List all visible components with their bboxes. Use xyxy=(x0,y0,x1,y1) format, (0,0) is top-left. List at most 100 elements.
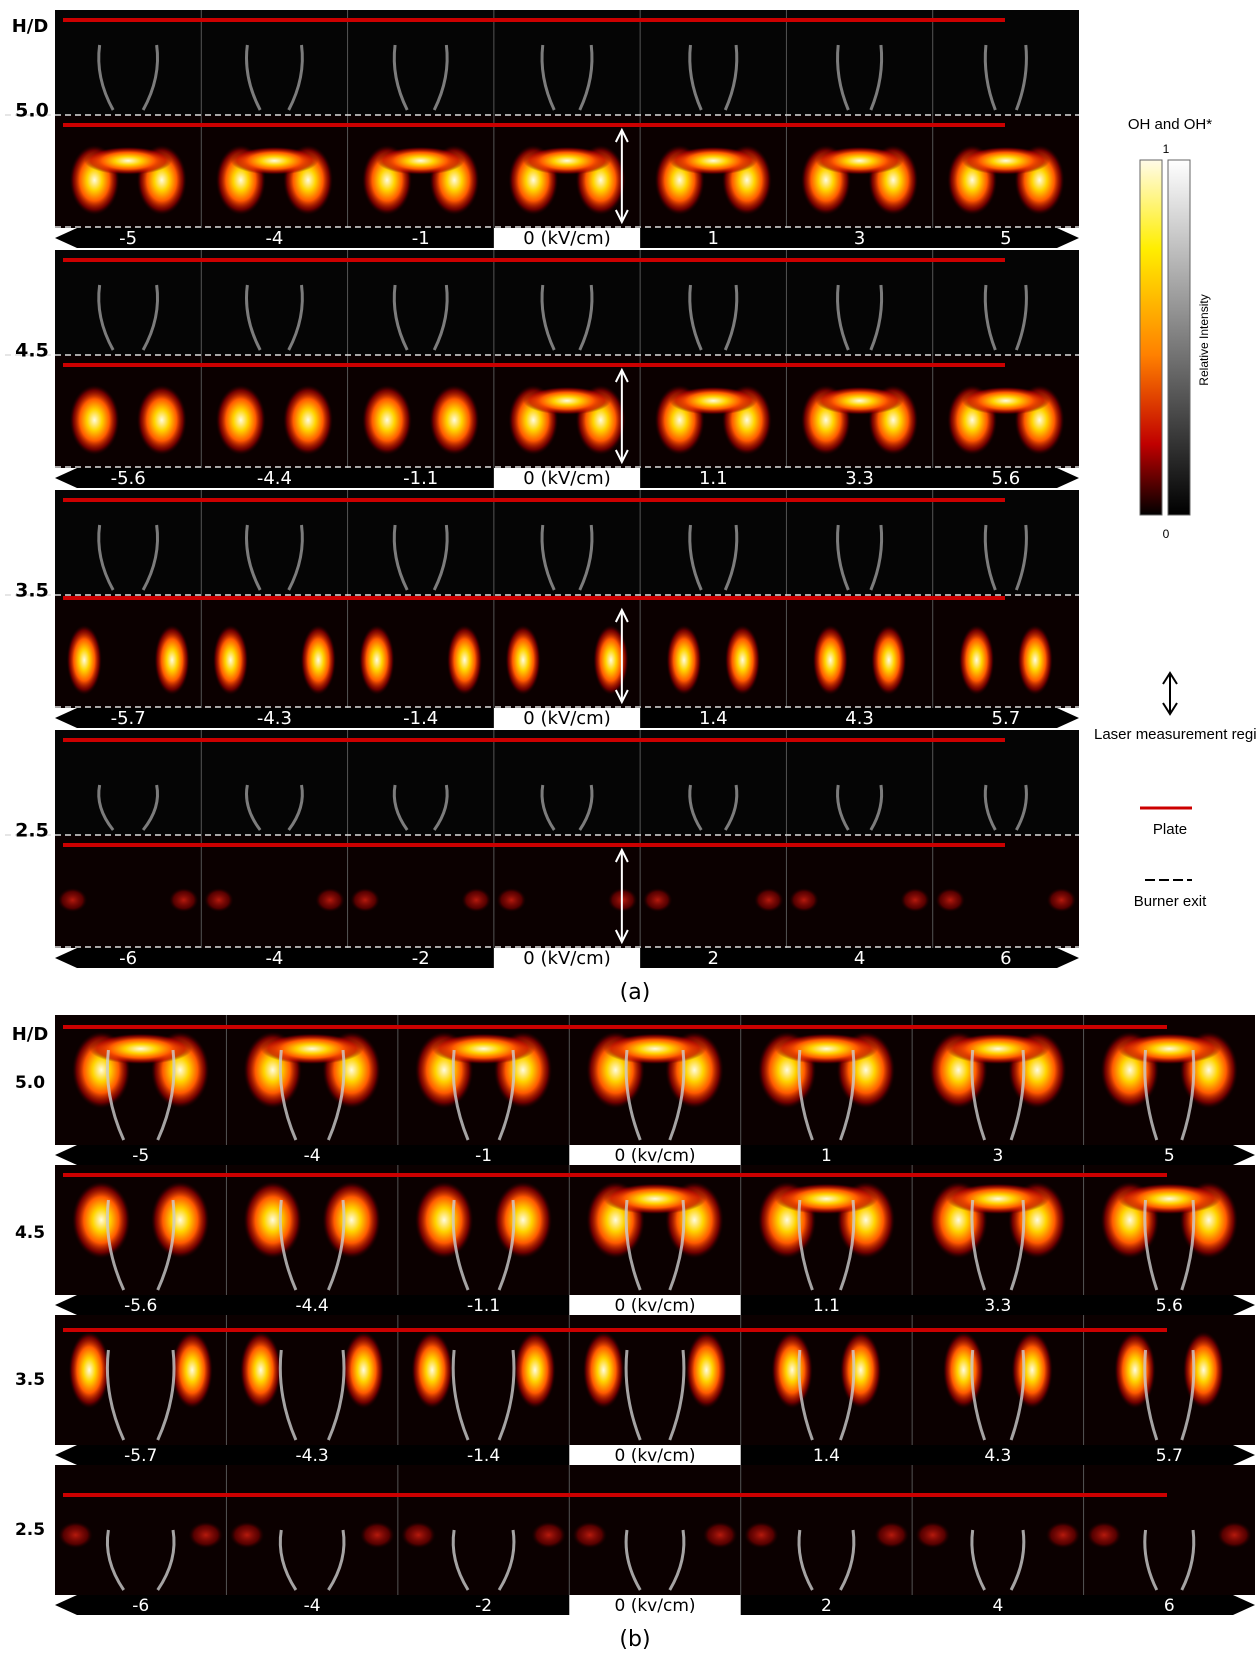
oh-signal xyxy=(154,625,190,695)
chemiluminescence xyxy=(156,1349,176,1441)
chemiluminescence xyxy=(869,284,884,351)
field-label: -1 xyxy=(412,228,430,249)
chemiluminescence xyxy=(105,1529,125,1591)
chemiluminescence xyxy=(688,44,703,111)
chemiluminescence xyxy=(97,784,115,831)
oh-signal xyxy=(1114,1331,1156,1409)
chemiluminescence xyxy=(970,1049,987,1141)
oh-signal xyxy=(1117,1033,1221,1065)
field-label: -4 xyxy=(304,1596,321,1616)
oh-signal xyxy=(900,888,930,912)
oh-signal xyxy=(171,1331,213,1409)
oh-signal xyxy=(703,1521,738,1549)
field-bar-zero xyxy=(569,1595,741,1615)
field-label: 3 xyxy=(854,228,865,249)
oh-signal xyxy=(946,1033,1050,1065)
field-label: 2 xyxy=(708,948,719,969)
chemiluminescence xyxy=(869,44,884,111)
chemiluminescence xyxy=(245,44,262,111)
field-label: 2 xyxy=(821,1596,832,1616)
chemiluminescence xyxy=(392,284,409,351)
field-label: 5.6 xyxy=(992,468,1021,489)
chemiluminescence xyxy=(970,1199,987,1291)
oh-signal xyxy=(169,888,199,912)
oh-signal xyxy=(215,385,266,455)
chemiluminescence xyxy=(327,1529,346,1591)
chemiluminescence xyxy=(105,1349,126,1441)
chemiluminescence xyxy=(578,524,594,591)
chemiluminescence xyxy=(723,284,739,351)
chemiluminescence xyxy=(1143,1349,1159,1441)
colorbar-oh xyxy=(1139,159,1163,516)
chemiluminescence xyxy=(287,284,304,351)
oh-signal xyxy=(283,385,333,455)
oh-signal xyxy=(603,1033,707,1065)
field-label: 5.7 xyxy=(1156,1446,1183,1466)
chemiluminescence xyxy=(156,1199,176,1291)
field-label: 1 xyxy=(821,1146,832,1166)
chemiluminescence xyxy=(839,1199,856,1291)
chemiluminescence xyxy=(497,1049,516,1141)
field-label: -2 xyxy=(412,948,430,969)
chemiluminescence xyxy=(970,1349,987,1441)
chemiluminescence xyxy=(278,1049,298,1141)
chemiluminescence xyxy=(141,44,160,111)
oh-signal xyxy=(188,1521,223,1549)
oh-signal xyxy=(362,385,412,455)
oh-signal xyxy=(315,888,345,912)
chemiluminescence xyxy=(836,284,850,351)
oh-signal xyxy=(959,625,995,695)
chemiluminescence xyxy=(983,44,997,111)
image-strip xyxy=(55,490,1079,595)
oh-signal xyxy=(771,1331,813,1409)
chemiluminescence xyxy=(578,284,594,351)
chemiluminescence xyxy=(278,1199,298,1291)
chemiluminescence xyxy=(624,1529,642,1591)
chemiluminescence xyxy=(797,1199,814,1291)
oh-signal xyxy=(1011,1331,1053,1409)
oh-signal xyxy=(874,1521,909,1549)
chemiluminescence xyxy=(723,44,739,111)
h-d-value: 2.5 xyxy=(15,820,49,842)
panel-label: (a) xyxy=(620,980,651,1005)
legend-arrow xyxy=(1162,671,1178,716)
chemiluminescence xyxy=(723,524,739,591)
oh-signal xyxy=(204,888,234,912)
field-label: 4 xyxy=(854,948,865,969)
oh-signal xyxy=(812,625,848,695)
chemiluminescence xyxy=(278,1349,298,1441)
chemiluminescence xyxy=(497,1199,516,1291)
field-label: 0 (kV/cm) xyxy=(523,708,610,729)
chemiluminescence xyxy=(432,284,449,351)
image-strip xyxy=(55,250,1079,355)
field-bar-zero xyxy=(569,1445,741,1465)
chemiluminescence xyxy=(451,1349,470,1441)
chemiluminescence xyxy=(327,1349,346,1441)
field-label: -5 xyxy=(132,1146,149,1166)
oh-signal xyxy=(871,625,907,695)
oh-signal xyxy=(961,146,1050,175)
chemiluminescence xyxy=(624,1349,642,1441)
chemiluminescence xyxy=(141,524,160,591)
chemiluminescence xyxy=(624,1199,642,1291)
measurement-arrow xyxy=(614,847,629,945)
oh-signal xyxy=(429,385,480,455)
field-label: 1.1 xyxy=(699,468,728,489)
oh-signal xyxy=(230,146,319,175)
field-label: -4.4 xyxy=(257,468,292,489)
oh-signal xyxy=(514,1331,556,1409)
measurement-arrow xyxy=(614,367,629,465)
chemiluminescence xyxy=(451,1199,470,1291)
field-label: -4 xyxy=(304,1146,321,1166)
field-label: -6 xyxy=(132,1596,149,1616)
chemiluminescence xyxy=(392,784,409,831)
chemiluminescence xyxy=(105,1199,126,1291)
field-bar-zero xyxy=(493,228,641,248)
chemiluminescence xyxy=(688,784,703,831)
chemiluminescence xyxy=(327,1199,346,1291)
image-strip xyxy=(55,1315,1255,1445)
chemiluminescence xyxy=(97,284,115,351)
chemiluminescence xyxy=(97,44,115,111)
chemiluminescence xyxy=(1014,44,1028,111)
